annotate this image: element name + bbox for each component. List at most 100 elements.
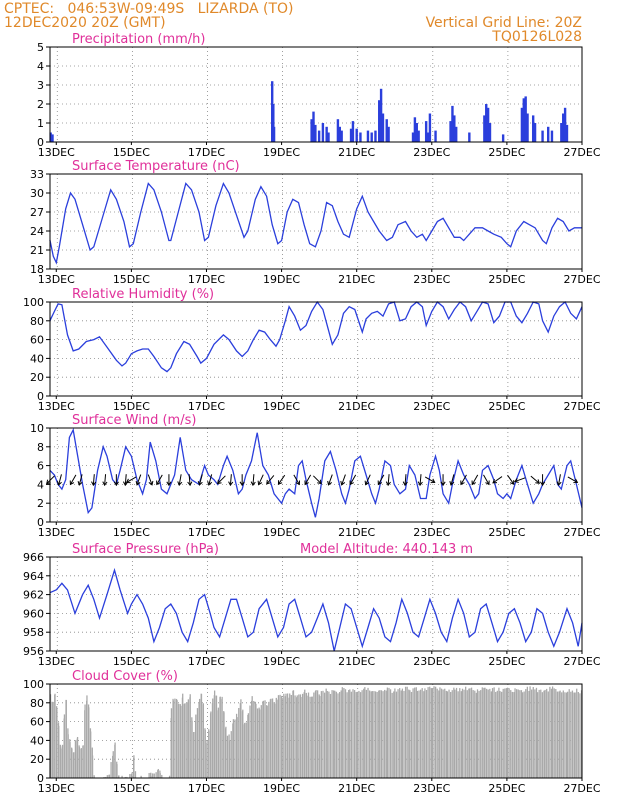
precip-bar bbox=[563, 107, 567, 142]
precip-title: Precipitation (mm/h) bbox=[72, 32, 205, 47]
cloud-bar bbox=[348, 689, 350, 778]
wind-arrow-head bbox=[207, 481, 213, 486]
cloud-bar bbox=[245, 722, 247, 778]
cloud-bar bbox=[230, 731, 232, 778]
y-tick-label: 964 bbox=[23, 570, 44, 583]
wind-arrow-head bbox=[573, 478, 579, 484]
precip-bar bbox=[550, 130, 554, 142]
cloud-bar bbox=[341, 687, 343, 778]
cloud-bar bbox=[84, 704, 86, 778]
cloud-bar bbox=[182, 693, 184, 778]
x-tick-label: 13DEC bbox=[38, 782, 75, 795]
x-tick-label: 21DEC bbox=[338, 655, 375, 668]
wind-arrow bbox=[239, 474, 245, 487]
cloud-bar bbox=[294, 695, 296, 778]
cloud-bar bbox=[465, 686, 467, 778]
precip-bar bbox=[366, 130, 370, 142]
cloud-bar bbox=[225, 726, 227, 778]
wind-arrow-head bbox=[148, 480, 154, 486]
x-tick-label: 15DEC bbox=[113, 526, 150, 539]
cloud-bar bbox=[384, 689, 386, 778]
cloud-bar bbox=[573, 692, 575, 778]
pres-panel: Surface Pressure (hPa) Model Altitude: 44… bbox=[23, 542, 601, 668]
wind-arrow-head bbox=[430, 478, 436, 484]
cloud-bar bbox=[365, 689, 368, 778]
cloud-bar bbox=[468, 688, 470, 778]
cloud-bar bbox=[412, 688, 414, 778]
cloud-bar bbox=[508, 688, 510, 778]
cloud-bar bbox=[60, 748, 62, 778]
wind-arrow bbox=[377, 474, 385, 486]
cloud-bar bbox=[424, 688, 426, 778]
cloud-bar bbox=[331, 690, 333, 778]
wind-arrow-head bbox=[513, 478, 519, 483]
cloud-bar bbox=[399, 688, 401, 778]
cloud-bar bbox=[480, 690, 482, 778]
cloud-bar bbox=[450, 691, 452, 778]
x-tick-label: 19DEC bbox=[263, 273, 300, 286]
wind-arrow bbox=[340, 474, 346, 486]
rh-panel: Relative Humidity (%) 0 20 40 60 80 100 13DEC 15… bbox=[23, 287, 601, 413]
wind-arrow-shaft bbox=[92, 474, 95, 486]
wind-arrow-head bbox=[377, 480, 383, 486]
wind-arrow-shaft bbox=[69, 474, 77, 485]
wind-arrow-head bbox=[56, 481, 62, 486]
wind-arrow-head bbox=[317, 479, 322, 485]
cloud-bar bbox=[112, 751, 114, 778]
precip-bar bbox=[415, 123, 418, 142]
wind-arrow-shaft bbox=[492, 476, 503, 484]
cloud-bar bbox=[415, 687, 417, 778]
wind-arrow-shaft bbox=[349, 474, 357, 485]
cloud-bar bbox=[340, 690, 342, 778]
precip-bar bbox=[520, 107, 524, 142]
cloud-bar bbox=[423, 691, 425, 778]
wind-arrow bbox=[364, 474, 371, 486]
rh-title: Relative Humidity (%) bbox=[72, 287, 214, 302]
cloud-bar bbox=[266, 705, 268, 778]
wind-arrow-head bbox=[228, 481, 234, 487]
cloud-bar bbox=[88, 707, 90, 778]
cloud-bar bbox=[247, 713, 250, 778]
wind-arrow-head bbox=[535, 479, 540, 484]
wind-arrow-shaft bbox=[404, 474, 407, 486]
precip-bar bbox=[488, 123, 492, 142]
cloud-bar bbox=[256, 708, 259, 778]
cloud-bar bbox=[159, 773, 161, 778]
x-tick-label: 21DEC bbox=[338, 782, 375, 795]
wind-arrow bbox=[556, 474, 562, 487]
cloud-bar bbox=[553, 688, 555, 778]
wind-arrow bbox=[530, 475, 540, 484]
precip-bar bbox=[49, 132, 52, 142]
precip-bar bbox=[378, 100, 381, 142]
precip-bar bbox=[272, 104, 275, 142]
cloud-bar bbox=[183, 703, 186, 778]
cloud-bar bbox=[270, 698, 272, 778]
cloud-bar bbox=[114, 742, 116, 778]
precip-bar bbox=[424, 121, 428, 142]
cloud-bar bbox=[105, 776, 107, 778]
y-tick-label: 2 bbox=[37, 497, 44, 510]
wind-arrow-head bbox=[492, 478, 498, 484]
cloud-bar bbox=[172, 700, 174, 778]
precip-bar bbox=[434, 130, 437, 142]
cloud-bar bbox=[110, 762, 112, 778]
wind-arrow-shaft bbox=[156, 474, 163, 485]
y-tick-label: 962 bbox=[23, 589, 44, 602]
cloud-bar bbox=[229, 740, 231, 778]
precip-bar bbox=[560, 123, 563, 142]
x-tick-label: 25DEC bbox=[488, 273, 525, 286]
y-tick-label: 21 bbox=[30, 244, 44, 257]
pres-title: Surface Pressure (hPa) bbox=[72, 542, 219, 557]
cloud-bar bbox=[361, 690, 363, 778]
y-tick-label: 4 bbox=[37, 60, 44, 73]
wind-arrow-head bbox=[156, 480, 161, 486]
rh-line bbox=[49, 300, 583, 373]
cloud-bar bbox=[61, 744, 64, 778]
wind-arrow bbox=[135, 474, 142, 486]
wind-arrow-head bbox=[102, 481, 108, 487]
cloud-bar bbox=[419, 689, 422, 778]
wind-arrow-shaft bbox=[304, 474, 312, 485]
cloud-bar bbox=[264, 700, 266, 778]
precip-bar bbox=[531, 115, 535, 142]
cloud-bar bbox=[116, 764, 118, 778]
